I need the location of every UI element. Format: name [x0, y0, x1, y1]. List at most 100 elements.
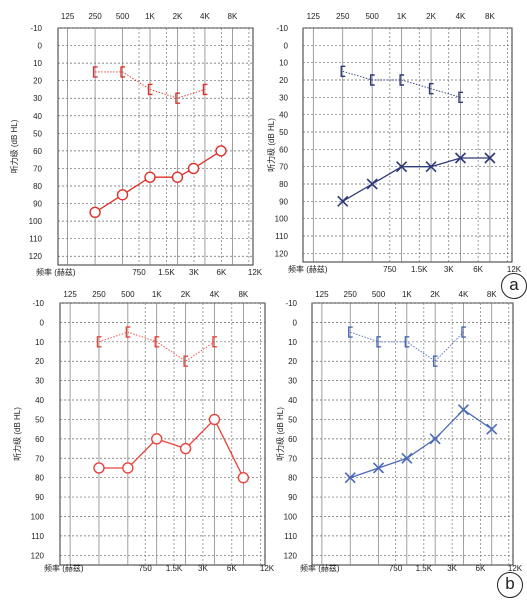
y-tick-label: 70 [33, 164, 42, 173]
x-tick-label-top: 1K [397, 12, 407, 21]
data-point-circle [215, 145, 227, 157]
data-point-bracket [183, 355, 189, 367]
series-line-air [94, 150, 222, 213]
y-tick-label: 30 [279, 93, 288, 102]
x-axis-label: 频率 (赫兹) [36, 267, 76, 277]
y-tick-label: 40 [288, 396, 297, 405]
x-tick-label-bottom: 1.5K [411, 265, 428, 274]
data-point-bracket [458, 91, 463, 104]
y-tick-label: 40 [279, 111, 288, 120]
audiogram-panel-3: -10 0 10 20 30 40 50 60 70 80 90 100 110 120 125 250 500… [12, 290, 275, 573]
x-tick-label-top: 500 [365, 12, 379, 21]
x-tick-label-top: 4K [456, 12, 466, 21]
data-point-circle [93, 462, 105, 474]
y-tick-label: 40 [35, 396, 44, 405]
series-line-air [342, 157, 490, 202]
data-point-cross [401, 452, 413, 464]
data-point-circle [89, 206, 101, 219]
x-tick-label-top: 1K [402, 290, 412, 299]
y-tick-label: 0 [38, 42, 43, 51]
data-point-circle [187, 162, 200, 175]
x-tick-label-bottom: 12K [508, 564, 523, 573]
y-tick-label: 120 [29, 252, 43, 261]
y-axis-label: 听力级 (dB HL) [12, 407, 22, 461]
x-axis-label: 频率 (赫兹) [44, 563, 84, 573]
data-point-bracket [154, 336, 160, 348]
series-line-bone [95, 71, 206, 99]
y-tick-label: 50 [288, 415, 297, 424]
x-axis-label: 频率 (赫兹) [300, 563, 340, 573]
x-tick-label-top: 8K [228, 12, 238, 21]
audiogram-panel-4: -10 0 10 20 30 40 50 60 70 80 90 100 110 120 125 250 500… [275, 290, 523, 573]
x-tick-label-top: 500 [121, 290, 135, 299]
y-axis-label: 听力级 (dB HL) [275, 407, 285, 461]
y-tick-label: 100 [31, 512, 45, 521]
y-axis-label: 听力级 (dB HL) [266, 118, 276, 172]
y-tick-label: 10 [33, 59, 42, 68]
data-point-cross [344, 472, 356, 484]
y-tick-label: 90 [35, 493, 44, 502]
y-tick-label: 120 [284, 551, 298, 560]
panel-label-b: b [497, 572, 523, 598]
y-tick-label: 40 [33, 112, 42, 121]
y-tick-label: 120 [31, 551, 45, 560]
data-point-circle [144, 171, 156, 183]
x-tick-label-bottom: 12K [248, 268, 263, 277]
data-point-bracket [432, 355, 438, 367]
data-point-bracket [428, 82, 434, 95]
x-tick-label-top: 250 [344, 290, 358, 299]
plot-frame [311, 302, 514, 566]
y-tick-label: 70 [279, 163, 288, 172]
x-tick-label-bottom: 12K [507, 265, 522, 274]
y-tick-label: 30 [288, 377, 297, 386]
x-tick-label-bottom: 6K [476, 564, 486, 573]
y-tick-label: 10 [279, 59, 288, 68]
data-point-bracket [120, 66, 126, 78]
x-tick-label-bottom: 12K [260, 564, 275, 573]
y-tick-label: 50 [35, 415, 44, 424]
x-tick-label-top: 2K [173, 12, 183, 21]
data-point-circle [237, 471, 250, 484]
x-tick-label-top: 125 [63, 290, 77, 299]
series-line-bone [342, 70, 461, 98]
data-point-bracket [202, 83, 208, 96]
x-tick-label-top: 2K [426, 12, 436, 21]
y-tick-label: 20 [35, 357, 44, 366]
y-tick-label: -10 [285, 299, 297, 308]
y-tick-label: 60 [288, 435, 297, 444]
x-tick-label-bottom: 1.5K [416, 564, 433, 573]
audiogram-panel-2: -10 0 10 20 30 40 50 60 70 80 90 100 110 120 125 250 500… [266, 12, 522, 274]
y-tick-label: -10 [276, 24, 288, 33]
x-tick-label-bottom: 750 [138, 564, 152, 573]
y-tick-label: 80 [33, 182, 42, 191]
data-point-bracket [461, 326, 466, 338]
y-tick-label: 50 [33, 129, 42, 138]
x-tick-label-bottom: 6K [473, 265, 483, 274]
y-tick-label: 90 [279, 197, 288, 206]
data-point-bracket [147, 83, 153, 96]
data-point-bracket [399, 74, 405, 86]
x-tick-label-bottom: 750 [132, 268, 146, 277]
x-tick-label-top: 2K [430, 290, 440, 299]
x-tick-label-top: 500 [372, 290, 386, 299]
y-tick-label: 60 [33, 147, 42, 156]
plot-frame [302, 27, 513, 263]
x-tick-label-top: 8K [487, 290, 497, 299]
data-point-circle [116, 189, 129, 201]
data-point-bracket [376, 336, 382, 348]
y-tick-label: 80 [288, 474, 297, 483]
y-tick-label: 70 [288, 454, 297, 463]
x-tick-label-top: 250 [92, 290, 106, 299]
y-tick-label: -10 [30, 24, 42, 33]
data-point-cross [454, 152, 467, 164]
x-tick-label-bottom: 3K [198, 564, 208, 573]
data-point-bracket [348, 326, 353, 338]
x-tick-label-top: 4K [200, 12, 210, 21]
x-tick-label-top: 2K [181, 290, 191, 299]
y-tick-label: 110 [31, 532, 44, 541]
data-point-bracket [125, 326, 131, 338]
data-point-bracket [404, 336, 410, 348]
data-point-circle [151, 433, 163, 445]
